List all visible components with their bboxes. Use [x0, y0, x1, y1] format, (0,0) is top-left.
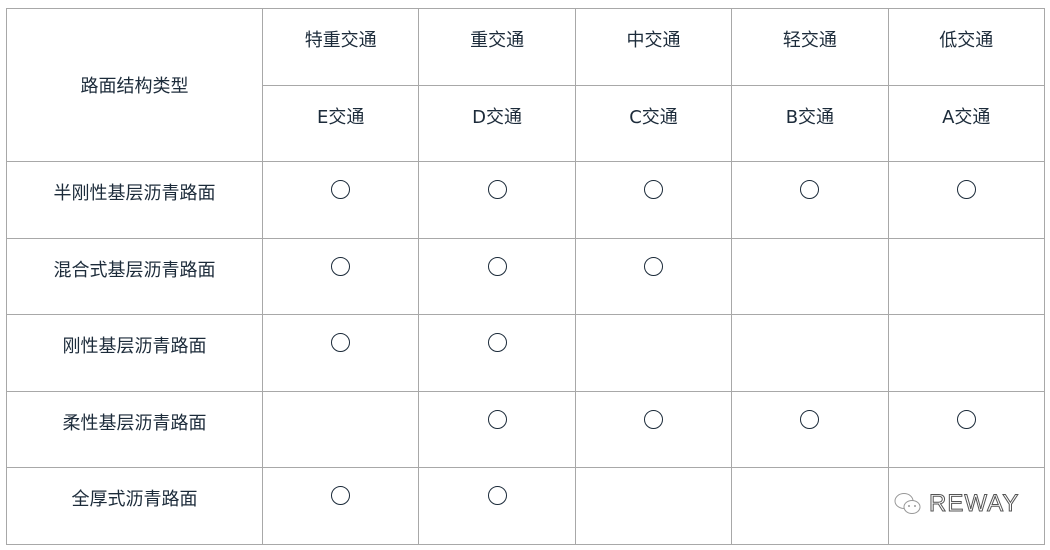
applicability-cell: [887, 314, 1046, 392]
applicability-cell: [574, 161, 733, 239]
applicability-cell: [731, 467, 889, 545]
applicable-circle-icon: [956, 409, 976, 429]
applicable-circle-icon: [487, 256, 507, 276]
applicability-cell: [731, 237, 889, 315]
table-row: 混合式基层沥青路面: [6, 237, 1046, 315]
table-row: 柔性基层沥青路面: [6, 390, 1046, 468]
traffic-level-label: 特重交通: [304, 30, 377, 51]
applicability-cell: [418, 390, 576, 468]
traffic-class-label: E交通: [317, 106, 365, 128]
applicable-circle-icon: [487, 180, 507, 199]
traffic-class-label: C交通: [629, 106, 678, 128]
applicable-circle-icon: [487, 486, 507, 505]
applicability-cell: [574, 467, 733, 545]
pavement-type-cell: 混合式基层沥青路面: [6, 237, 263, 315]
traffic-level-header: 重交通: [418, 8, 576, 86]
table-row: 刚性基层沥青路面: [6, 314, 1046, 392]
applicability-cell: [261, 237, 420, 315]
corner-header: 路面结构类型: [6, 8, 263, 162]
wechat-icon: [894, 493, 921, 514]
applicable-circle-icon: [800, 180, 820, 199]
applicability-cell: [731, 390, 889, 468]
corner-header-text: 路面结构类型: [80, 76, 189, 97]
applicable-circle-icon: [643, 409, 663, 429]
applicability-cell: [887, 390, 1046, 468]
pavement-type-cell: 柔性基层沥青路面: [6, 390, 263, 468]
applicability-cell: [418, 314, 576, 392]
applicability-cell: [574, 314, 733, 392]
header-row-levels: 路面结构类型 特重交通 重交通 中交通 轻交通 低交通: [6, 8, 1046, 162]
applicable-circle-icon: [643, 256, 663, 276]
pavement-type-cell: 全厚式沥青路面: [6, 467, 263, 545]
applicability-cell: [574, 237, 733, 315]
pavement-type-label: 混合式基层沥青路面: [53, 259, 216, 281]
pavement-type-label: 柔性基层沥青路面: [62, 412, 207, 434]
pavement-type-label: 全厚式沥青路面: [71, 489, 198, 510]
applicability-cell: [261, 314, 420, 392]
watermark-text: REWAY: [928, 490, 1020, 518]
applicable-circle-icon: [331, 180, 351, 199]
traffic-class-header: E交通: [261, 84, 420, 162]
applicability-cell: [261, 161, 420, 239]
traffic-level-label: 低交通: [939, 30, 994, 51]
traffic-class-label: A交通: [942, 106, 991, 128]
traffic-level-header: 中交通: [574, 8, 733, 86]
header-row-classes: E交通 D交通 C交通 B交通 A交通: [7, 84, 1046, 162]
traffic-level-header: 特重交通: [261, 8, 420, 86]
traffic-level-header: 低交通: [887, 8, 1046, 86]
applicability-cell: [261, 467, 420, 545]
applicability-cell: [261, 390, 420, 468]
traffic-class-label: D交通: [472, 106, 523, 128]
applicable-circle-icon: [800, 409, 820, 429]
applicability-cell: [887, 161, 1046, 239]
pavement-type-label: 半刚性基层沥青路面: [53, 183, 216, 204]
traffic-class-label: B交通: [785, 106, 835, 128]
applicability-cell: [887, 467, 1046, 545]
applicability-cell: [418, 161, 576, 239]
applicability-cell: [731, 161, 889, 239]
pavement-type-cell: 刚性基层沥青路面: [6, 314, 263, 392]
applicable-circle-icon: [487, 333, 507, 352]
applicability-cell: [418, 237, 576, 315]
applicability-cell: [418, 467, 576, 545]
applicable-circle-icon: [956, 180, 976, 199]
applicability-cell: [887, 237, 1046, 315]
applicable-circle-icon: [331, 486, 351, 505]
applicability-cell: [574, 390, 733, 468]
applicability-cell: [731, 314, 889, 392]
traffic-level-label: 重交通: [470, 30, 525, 51]
applicable-circle-icon: [643, 180, 663, 199]
traffic-class-header: C交通: [574, 84, 733, 162]
watermark: REWAY: [893, 490, 1019, 518]
table-row: 全厚式沥青路面: [6, 467, 1046, 545]
applicable-circle-icon: [331, 333, 351, 352]
traffic-class-header: B交通: [731, 84, 889, 162]
applicable-circle-icon: [487, 409, 507, 429]
pavement-traffic-table: 路面结构类型 特重交通 重交通 中交通 轻交通 低交通 E交通 D交通 C交通 B交通 A交通半刚性…: [6, 8, 1046, 545]
pavement-type-label: 刚性基层沥青路面: [62, 336, 207, 357]
applicable-circle-icon: [331, 256, 351, 276]
traffic-class-header: D交通: [418, 84, 576, 162]
traffic-class-header: A交通: [887, 84, 1046, 162]
table-row: 半刚性基层沥青路面: [6, 161, 1046, 239]
traffic-level-label: 中交通: [626, 30, 681, 51]
pavement-type-cell: 半刚性基层沥青路面: [6, 161, 263, 239]
traffic-level-label: 轻交通: [782, 30, 837, 51]
traffic-level-header: 轻交通: [731, 8, 889, 86]
